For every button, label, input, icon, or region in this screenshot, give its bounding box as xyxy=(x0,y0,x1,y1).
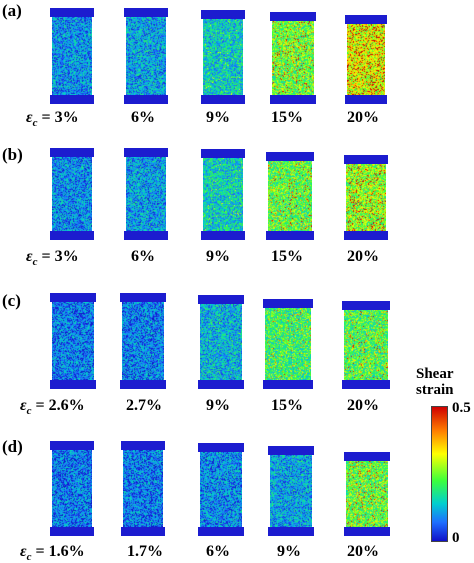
specimen-d-1 xyxy=(50,441,94,536)
strain-label-c-1: εc = 2.6% xyxy=(20,397,85,418)
strain-label-a-3: 9% xyxy=(206,109,230,126)
specimen-c-2 xyxy=(120,293,166,389)
strain-label-a-4: 15% xyxy=(271,109,303,126)
strain-label-a-2: 6% xyxy=(131,109,155,126)
specimen-a-4 xyxy=(270,12,316,104)
panel-label-d: (d) xyxy=(2,437,23,456)
panel-label-b: (b) xyxy=(2,145,23,164)
specimen-d-4 xyxy=(268,446,314,536)
colorbar-min-label: 0 xyxy=(452,530,460,546)
panel-label-c: (c) xyxy=(2,291,21,310)
specimen-b-2 xyxy=(124,148,168,240)
specimen-a-1 xyxy=(50,8,94,104)
specimen-c-5 xyxy=(342,301,390,389)
strain-label-a-1: εc = 3% xyxy=(26,109,79,130)
specimen-c-1 xyxy=(50,293,96,389)
colorbar-title: Shear strain xyxy=(416,366,454,398)
panel-label-a: (a) xyxy=(2,1,22,20)
strain-label-d-3: 6% xyxy=(206,543,230,560)
strain-label-d-4: 9% xyxy=(277,543,301,560)
specimen-b-3 xyxy=(201,149,245,240)
specimen-a-3 xyxy=(201,10,245,104)
specimen-d-3 xyxy=(198,443,244,536)
specimen-b-1 xyxy=(50,148,94,240)
strain-label-b-4: 15% xyxy=(271,248,303,265)
strain-label-c-5: 20% xyxy=(347,397,379,414)
specimen-c-4 xyxy=(263,299,313,389)
colorbar-max-label: 0.5 xyxy=(452,400,471,416)
strain-label-b-1: εc = 3% xyxy=(26,248,79,269)
strain-label-b-3: 9% xyxy=(206,248,230,265)
specimen-d-2 xyxy=(121,441,165,536)
strain-label-d-5: 20% xyxy=(347,543,379,560)
strain-label-c-2: 2.7% xyxy=(126,397,162,414)
colorbar-title-line2: strain xyxy=(416,382,454,398)
strain-label-a-5: 20% xyxy=(347,109,379,126)
colorbar xyxy=(431,406,448,542)
specimen-b-5 xyxy=(344,155,388,240)
strain-label-c-4: 15% xyxy=(271,397,303,414)
strain-label-b-2: 6% xyxy=(131,248,155,265)
specimen-b-4 xyxy=(266,152,314,240)
specimen-c-3 xyxy=(198,295,244,389)
colorbar-title-line1: Shear xyxy=(416,366,454,382)
strain-label-b-5: 20% xyxy=(347,248,379,265)
strain-label-c-3: 9% xyxy=(206,397,230,414)
specimen-d-5 xyxy=(344,452,390,536)
strain-label-d-1: εc = 1.6% xyxy=(20,543,85,563)
specimen-a-5 xyxy=(345,15,387,104)
specimen-a-2 xyxy=(124,8,168,104)
strain-label-d-2: 1.7% xyxy=(127,543,163,560)
